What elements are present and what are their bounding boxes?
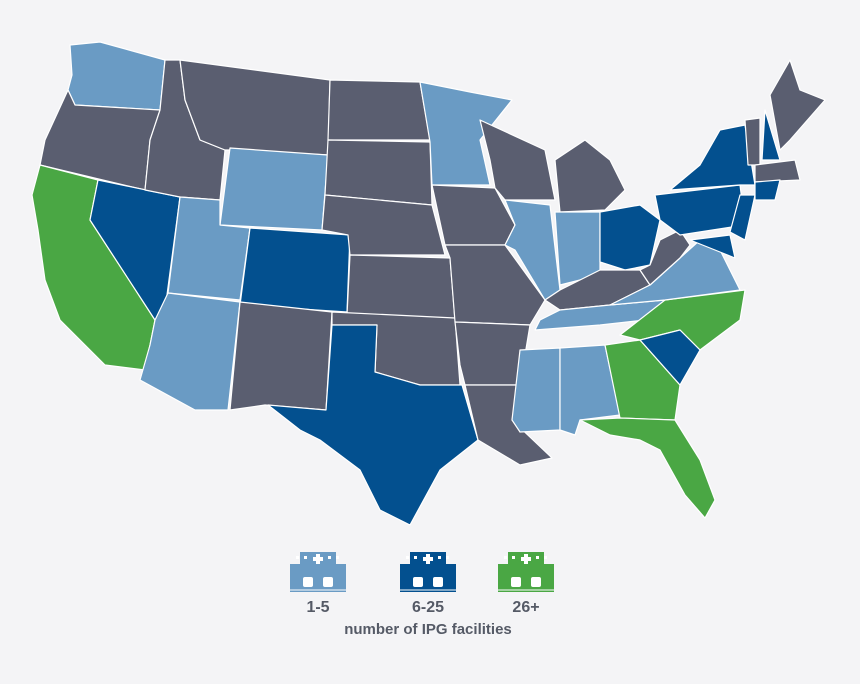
legend-label: 1-5 [306, 599, 329, 616]
icon-cross-h [313, 557, 323, 561]
icon-window [406, 556, 409, 559]
state [239, 227, 351, 313]
state [554, 139, 626, 213]
icon-window [414, 556, 417, 559]
legend-icon [290, 552, 346, 592]
state [761, 109, 781, 161]
us-map [31, 41, 826, 526]
icon-window [328, 556, 331, 559]
legend-icon [400, 552, 456, 592]
icon-window [438, 556, 441, 559]
icon-window [446, 556, 449, 559]
state [769, 59, 826, 151]
icon-window [336, 556, 339, 559]
state [346, 254, 456, 321]
state [219, 147, 329, 231]
state [639, 229, 691, 286]
icon-door [531, 577, 541, 587]
legend-label: 26+ [512, 599, 539, 616]
icon-window [544, 556, 547, 559]
state [729, 194, 756, 241]
state [604, 339, 681, 421]
icon-door [323, 577, 333, 587]
icon-window [512, 556, 515, 559]
state [324, 139, 433, 206]
state [327, 79, 431, 141]
legend-caption: number of IPG facilities [344, 621, 512, 638]
icon-cross-h [521, 557, 531, 561]
state [754, 179, 781, 201]
icon-door [511, 577, 521, 587]
state [179, 59, 331, 156]
state [689, 234, 736, 259]
state [504, 199, 561, 301]
icon-window [304, 556, 307, 559]
icon-door [433, 577, 443, 587]
state [669, 124, 756, 191]
state [229, 301, 333, 411]
state [754, 159, 801, 183]
state [267, 324, 479, 526]
icon-window [536, 556, 539, 559]
icon-window [296, 556, 299, 559]
icon-door [413, 577, 423, 587]
icon-body [498, 564, 554, 592]
legend-icon [498, 552, 554, 592]
state [579, 417, 716, 519]
state [511, 347, 561, 433]
state [599, 204, 661, 271]
legend: 1-5 6-25 26+ [290, 552, 554, 616]
legend-label: 6-25 [412, 599, 444, 616]
icon-window [504, 556, 507, 559]
icon-door [303, 577, 313, 587]
state [419, 81, 513, 186]
state [744, 117, 761, 166]
state [67, 41, 166, 111]
state [639, 329, 701, 386]
icon-cross-h [423, 557, 433, 561]
icon-body [290, 564, 346, 592]
icon-body [400, 564, 456, 592]
